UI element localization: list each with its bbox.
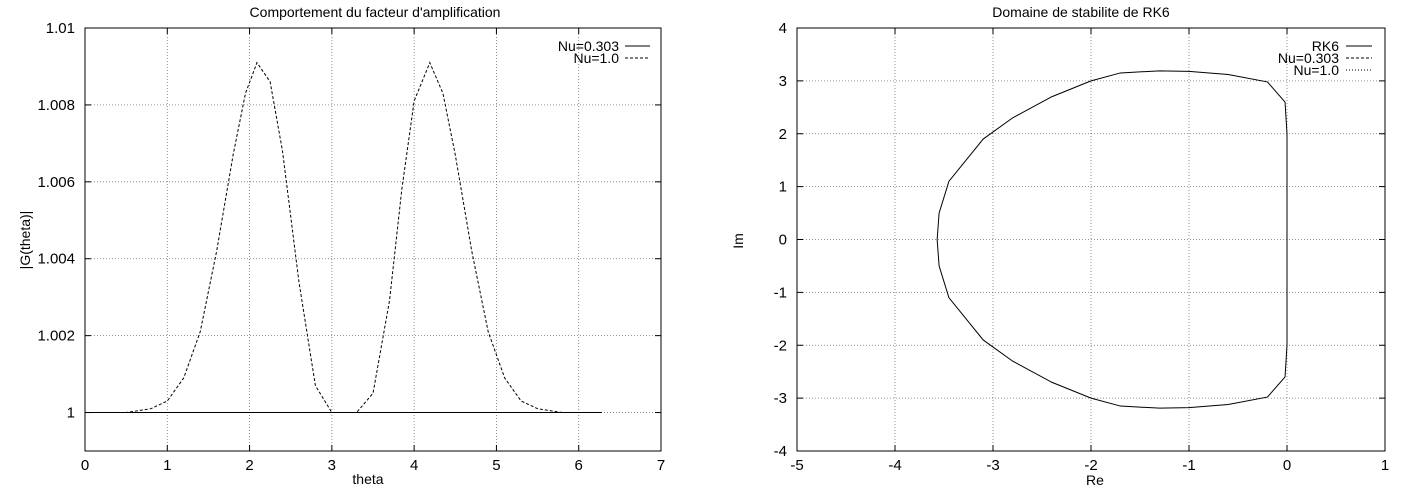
right-y-tick-label: 3: [779, 73, 787, 90]
left-x-tick-label: 2: [245, 457, 253, 474]
right-y-tick-label: 4: [779, 20, 787, 37]
left-y-tick-label: 1.008: [37, 97, 75, 114]
right-x-tick-label: -5: [790, 457, 803, 474]
right-chart-xlabel: Re: [1086, 472, 1104, 488]
right-y-tick-label: -2: [774, 337, 787, 354]
right-x-tick-label: 0: [1283, 457, 1291, 474]
right-x-tick-label: -4: [888, 457, 901, 474]
right-y-tick-label: 1: [779, 179, 787, 196]
right-y-tick-label: 0: [779, 232, 787, 249]
left-x-tick-label: 4: [410, 457, 418, 474]
left-chart-xlabel: theta: [352, 471, 383, 487]
right-y-tick-label: -3: [774, 390, 787, 407]
right-x-tick-label: 1: [1381, 457, 1389, 474]
left-x-tick-label: 5: [492, 457, 500, 474]
right-y-tick-label: 2: [779, 126, 787, 143]
right-x-tick-label: -2: [1084, 457, 1097, 474]
right-chart-ylabel: Im: [730, 233, 746, 249]
left-y-tick-label: 1.006: [37, 174, 75, 191]
left-x-tick-label: 0: [81, 457, 89, 474]
left-y-tick-label: 1.01: [46, 20, 75, 37]
right-x-tick-label: -1: [1182, 457, 1195, 474]
left-chart-ylabel: |G(theta)|: [17, 211, 33, 270]
left-x-tick-label: 7: [657, 457, 665, 474]
right-chart-title: Domaine de stabilite de RK6: [992, 4, 1170, 20]
right-legend-label: Nu=1.0: [1293, 62, 1339, 78]
left-x-tick-label: 1: [163, 457, 171, 474]
left-plot-frame: [85, 28, 661, 451]
right-x-tick-label: -3: [986, 457, 999, 474]
left-chart-title: Comportement du facteur d'amplification: [250, 4, 501, 20]
left-x-tick-label: 3: [328, 457, 336, 474]
right-y-tick-label: -1: [774, 284, 787, 301]
left-x-tick-label: 6: [575, 457, 583, 474]
left-y-tick-label: 1: [67, 405, 75, 422]
right-y-tick-label: -4: [774, 443, 787, 460]
left-y-tick-label: 1.004: [37, 251, 75, 268]
left-series-nu-1-0-line: [85, 63, 602, 413]
left-y-tick-label: 1.002: [37, 328, 75, 345]
left-legend-label: Nu=1.0: [573, 50, 619, 66]
